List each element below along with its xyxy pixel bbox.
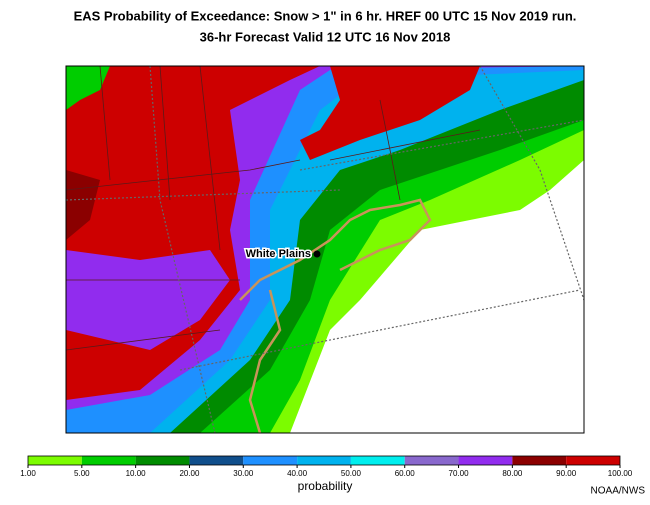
colorbar-segment [81, 456, 136, 465]
colorbar-tick-label: 70.00 [449, 469, 470, 478]
colorbar-frame [27, 455, 621, 466]
colorbar-tick-label: 1.00 [20, 469, 36, 478]
place-label: White Plains [246, 248, 311, 260]
colorbar-tick-label: 60.00 [395, 469, 416, 478]
region [66, 250, 230, 350]
colorbar-segment [458, 456, 513, 465]
colorbar-segment [189, 456, 244, 465]
colorbar-segment [243, 456, 298, 465]
colorbar-segment [404, 456, 459, 465]
colorbar-tick-label: 80.00 [502, 469, 523, 478]
place-marker [313, 250, 321, 258]
colorbar-segment [135, 456, 190, 465]
colorbar-segment [350, 456, 405, 465]
credit: NOAA/NWS [591, 486, 646, 497]
map-frame [65, 65, 585, 434]
map: White Plains [65, 65, 585, 434]
graticule [66, 66, 584, 433]
colorbar-tick-label: 5.00 [74, 469, 90, 478]
colorbar-tick-label: 20.00 [179, 469, 200, 478]
colorbar-tick-label: 30.00 [233, 469, 254, 478]
colorbar-label: probability [298, 479, 353, 493]
colorbar-tick-label: 40.00 [287, 469, 308, 478]
colorbar-segment [297, 456, 351, 465]
title-line: 36-hr Forecast Valid 12 UTC 16 Nov 2018 [200, 29, 451, 44]
colorbar-segment [512, 456, 567, 465]
colorbar-segment [28, 456, 82, 465]
colorbar: 1.00 5.00 10.00 20.00 30.00 40.00 50.00 60.00 70… [20, 455, 633, 478]
coastline [239, 198, 432, 433]
ocean [290, 160, 584, 433]
colorbar-segment [566, 456, 620, 465]
region [66, 66, 110, 110]
colorbar-tick-label: 100.00 [608, 469, 633, 478]
colorbar-tick-label: 10.00 [126, 469, 147, 478]
colorbar-tick-label: 90.00 [556, 469, 577, 478]
state-border [66, 66, 481, 351]
colorbar-tick-label: 50.00 [341, 469, 362, 478]
region [300, 66, 480, 160]
title-line: EAS Probability of Exceedance: Snow > 1"… [74, 8, 577, 23]
